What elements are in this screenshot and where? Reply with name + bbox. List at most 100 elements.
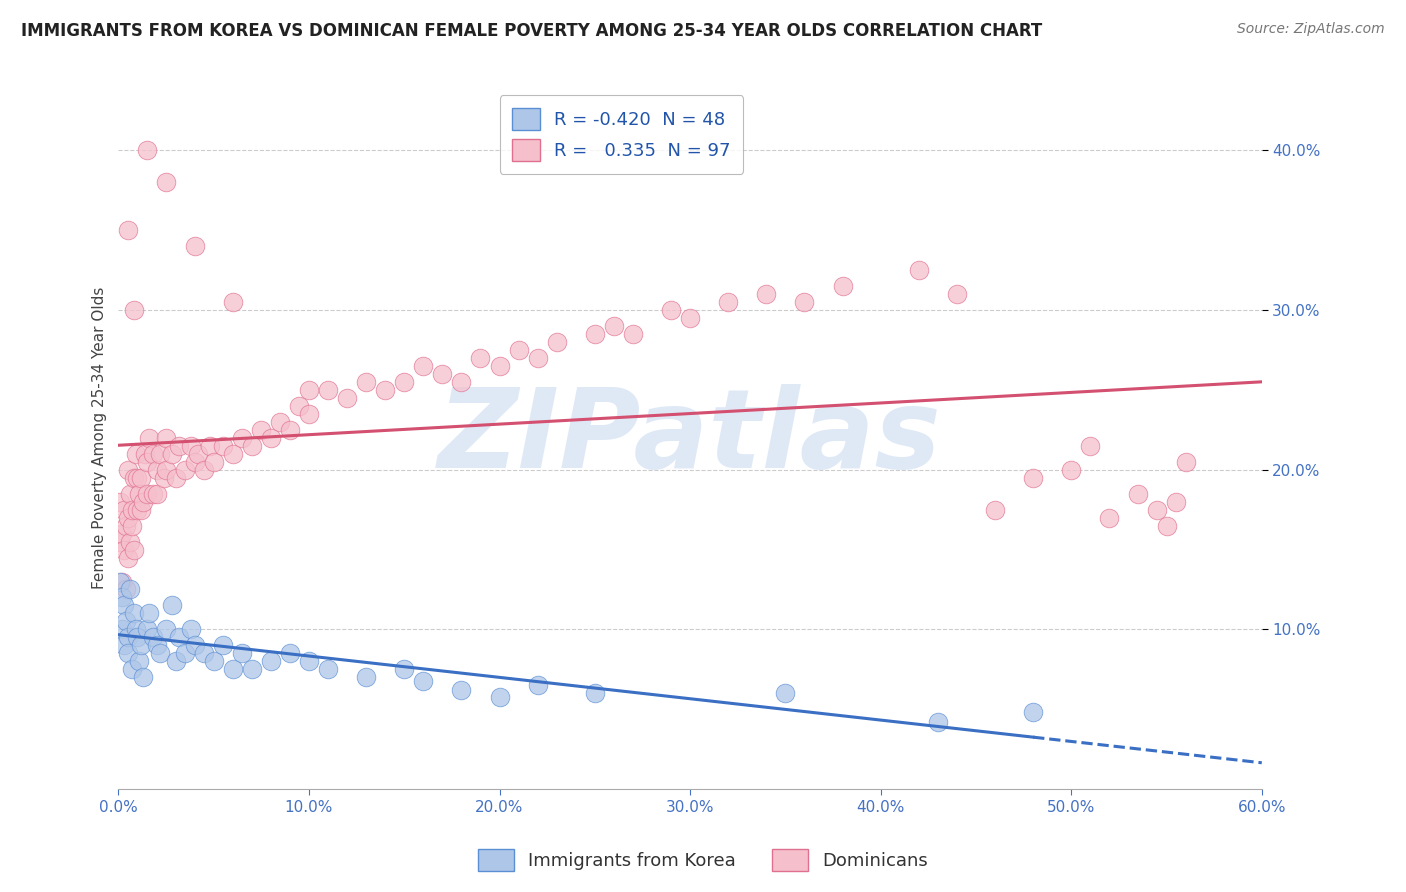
Point xyxy=(174,463,197,477)
Point xyxy=(131,471,153,485)
Point xyxy=(111,526,134,541)
Point xyxy=(115,518,138,533)
Point xyxy=(115,582,138,597)
Point xyxy=(136,455,159,469)
Point xyxy=(155,431,177,445)
Point xyxy=(775,686,797,700)
Point xyxy=(155,463,177,477)
Point xyxy=(231,431,253,445)
Point xyxy=(374,383,396,397)
Point xyxy=(1098,510,1121,524)
Point xyxy=(222,447,245,461)
Point xyxy=(165,471,187,485)
Point xyxy=(450,375,472,389)
Point xyxy=(222,662,245,676)
Point xyxy=(128,654,150,668)
Point xyxy=(122,607,145,621)
Point xyxy=(288,399,311,413)
Point xyxy=(679,310,702,325)
Point xyxy=(183,239,205,253)
Point xyxy=(450,683,472,698)
Point xyxy=(603,318,626,333)
Point xyxy=(142,447,165,461)
Point xyxy=(394,375,416,389)
Point xyxy=(111,574,134,589)
Point xyxy=(115,615,138,629)
Point xyxy=(193,646,215,660)
Point xyxy=(621,326,644,341)
Point xyxy=(198,439,221,453)
Point xyxy=(1022,471,1045,485)
Point xyxy=(488,690,510,704)
Point xyxy=(153,471,176,485)
Point xyxy=(118,534,141,549)
Point xyxy=(138,607,160,621)
Point xyxy=(112,639,135,653)
Point xyxy=(145,639,167,653)
Point xyxy=(298,654,321,668)
Point xyxy=(117,510,139,524)
Text: ZIPatlas: ZIPatlas xyxy=(439,384,942,491)
Point xyxy=(1060,463,1083,477)
Point xyxy=(110,494,132,508)
Point xyxy=(316,662,339,676)
Point xyxy=(165,654,187,668)
Point xyxy=(222,295,245,310)
Point xyxy=(546,334,568,349)
Point xyxy=(1022,706,1045,720)
Point xyxy=(110,534,132,549)
Point xyxy=(793,295,815,310)
Point xyxy=(755,287,778,301)
Point xyxy=(1126,486,1149,500)
Point xyxy=(122,471,145,485)
Point xyxy=(412,359,434,373)
Point xyxy=(128,486,150,500)
Point xyxy=(336,391,359,405)
Point xyxy=(136,486,159,500)
Point xyxy=(907,263,929,277)
Point xyxy=(250,423,273,437)
Point xyxy=(117,463,139,477)
Text: IMMIGRANTS FROM KOREA VS DOMINICAN FEMALE POVERTY AMONG 25-34 YEAR OLDS CORRELAT: IMMIGRANTS FROM KOREA VS DOMINICAN FEMAL… xyxy=(21,22,1042,40)
Point xyxy=(187,447,209,461)
Point xyxy=(110,574,132,589)
Point xyxy=(121,502,143,516)
Point xyxy=(180,623,202,637)
Point xyxy=(202,654,225,668)
Point xyxy=(142,486,165,500)
Point xyxy=(260,431,283,445)
Point xyxy=(183,639,205,653)
Point xyxy=(717,295,740,310)
Point xyxy=(127,502,149,516)
Point xyxy=(112,502,135,516)
Point xyxy=(212,439,235,453)
Point xyxy=(136,623,159,637)
Point xyxy=(136,143,159,157)
Point xyxy=(183,455,205,469)
Point xyxy=(111,623,134,637)
Point xyxy=(1146,502,1168,516)
Point xyxy=(112,542,135,557)
Point xyxy=(278,646,301,660)
Point xyxy=(984,502,1007,516)
Point xyxy=(180,439,202,453)
Point xyxy=(394,662,416,676)
Text: Source: ZipAtlas.com: Source: ZipAtlas.com xyxy=(1237,22,1385,37)
Point xyxy=(354,375,377,389)
Legend: Immigrants from Korea, Dominicans: Immigrants from Korea, Dominicans xyxy=(471,842,935,879)
Point xyxy=(927,714,949,729)
Point xyxy=(240,662,263,676)
Point xyxy=(508,343,530,357)
Point xyxy=(127,471,149,485)
Point xyxy=(526,678,548,692)
Point xyxy=(112,599,135,613)
Point xyxy=(946,287,969,301)
Point xyxy=(269,415,291,429)
Point xyxy=(117,631,139,645)
Point xyxy=(124,447,146,461)
Point xyxy=(1174,455,1197,469)
Point xyxy=(124,623,146,637)
Point xyxy=(260,654,283,668)
Point xyxy=(138,431,160,445)
Point xyxy=(121,662,143,676)
